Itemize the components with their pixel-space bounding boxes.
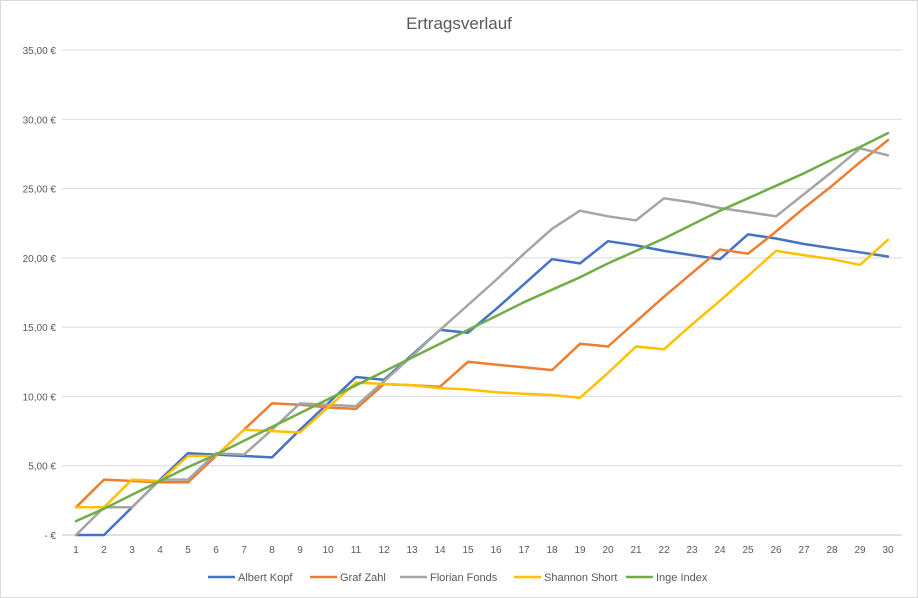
series-line-albert-kopf [74,233,890,537]
x-tick-label: 10 [322,545,334,556]
x-tick-label: 23 [686,545,698,556]
legend-item: Graf Zahl [310,572,386,584]
x-tick-label: 26 [770,545,782,556]
x-tick-label: 18 [546,545,558,556]
y-tick-label: 15,00 € [23,323,57,334]
x-tick-label: 2 [101,545,107,556]
x-tick-label: 13 [406,545,418,556]
y-tick-label: 20,00 € [23,254,57,265]
legend-label: Inge Index [656,572,708,584]
legend-label: Shannon Short [544,572,617,584]
legend-label: Albert Kopf [238,572,293,584]
x-tick-label: 17 [518,545,530,556]
chart-title: Ertragsverlauf [406,14,512,33]
legend-label: Florian Fonds [430,572,498,584]
legend-item: Albert Kopf [208,572,293,584]
x-tick-label: 24 [714,545,726,556]
x-tick-label: 16 [490,545,502,556]
series-line-inge-index [74,131,890,523]
y-tick-label: - € [44,531,56,542]
x-tick-label: 27 [798,545,810,556]
legend-label: Graf Zahl [340,572,386,584]
y-tick-label: 30,00 € [23,115,57,126]
series-line-florian-fonds [74,147,890,537]
x-tick-label: 22 [658,545,670,556]
x-tick-label: 9 [297,545,303,556]
x-tick-label: 25 [742,545,754,556]
x-tick-label: 30 [882,545,894,556]
x-tick-label: 29 [854,545,866,556]
x-tick-label: 5 [185,545,191,556]
legend-item: Inge Index [626,572,708,584]
legend-item: Florian Fonds [400,572,498,584]
x-tick-label: 14 [434,545,446,556]
x-tick-label: 21 [630,545,642,556]
x-tick-label: 20 [602,545,614,556]
x-tick-label: 3 [129,545,135,556]
x-tick-label: 15 [462,545,474,556]
y-tick-label: 10,00 € [23,392,57,403]
x-tick-label: 8 [269,545,275,556]
series-line-shannon-short [74,238,890,509]
y-tick-label: 25,00 € [23,185,57,196]
x-tick-label: 4 [157,545,163,556]
x-tick-label: 19 [574,545,586,556]
legend-item: Shannon Short [514,572,617,584]
x-tick-label: 28 [826,545,838,556]
series-line-graf-zahl [74,138,890,509]
y-tick-label: 5,00 € [28,462,56,473]
y-tick-label: 35,00 € [23,46,57,57]
x-tick-label: 1 [73,545,79,556]
x-tick-label: 7 [241,545,247,556]
x-tick-label: 11 [351,545,362,556]
x-tick-label: 6 [213,545,219,556]
x-tick-label: 12 [378,545,390,556]
